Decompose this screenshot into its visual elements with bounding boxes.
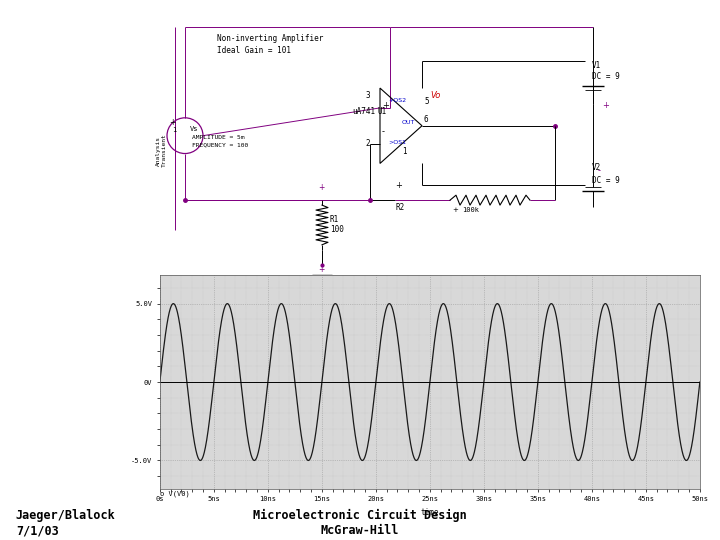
Text: +: +: [602, 101, 609, 110]
Text: >OS1: >OS1: [388, 140, 406, 145]
Text: Transient: Transient: [162, 134, 167, 167]
Text: -: -: [598, 166, 601, 176]
Text: 1: 1: [172, 127, 176, 133]
Text: FREQUENCY = 100: FREQUENCY = 100: [192, 143, 248, 147]
X-axis label: time: time: [420, 508, 439, 517]
Text: Non-inverting Amplifier: Non-inverting Amplifier: [217, 35, 323, 43]
Text: 5: 5: [424, 97, 428, 106]
Text: 0: 0: [324, 284, 328, 293]
Text: V1: V1: [592, 61, 601, 70]
Text: DC = 9: DC = 9: [592, 72, 620, 81]
Text: R1: R1: [330, 215, 339, 224]
Text: 1: 1: [402, 146, 407, 156]
Text: AMPLITUDE = 5m: AMPLITUDE = 5m: [192, 134, 245, 140]
Text: +: +: [169, 118, 176, 127]
Text: 6: 6: [424, 115, 428, 124]
Text: +OS2: +OS2: [388, 98, 406, 103]
Text: o V(V0): o V(V0): [160, 490, 189, 497]
Text: Vo: Vo: [430, 91, 441, 100]
Text: +: +: [318, 265, 325, 274]
Text: Microelectronic Circuit Design
McGraw-Hill: Microelectronic Circuit Design McGraw-Hi…: [253, 509, 467, 537]
Text: OUT: OUT: [402, 120, 415, 125]
Text: 100k: 100k: [462, 207, 479, 213]
Text: -: -: [382, 127, 385, 136]
Text: Analysis: Analysis: [156, 136, 161, 166]
Text: 100: 100: [330, 225, 344, 234]
Text: +: +: [395, 181, 402, 190]
Text: uA741: uA741: [352, 107, 375, 116]
Text: V2: V2: [592, 164, 601, 172]
Text: Vs: Vs: [190, 126, 199, 132]
Text: +: +: [318, 183, 325, 192]
Text: +: +: [382, 101, 389, 110]
Text: R2: R2: [395, 203, 404, 212]
Text: +: +: [452, 207, 458, 213]
Text: DC = 9: DC = 9: [592, 176, 620, 185]
Text: 2: 2: [365, 139, 369, 147]
Text: Jaeger/Blalock
7/1/03: Jaeger/Blalock 7/1/03: [16, 509, 116, 537]
Text: U1: U1: [378, 107, 387, 116]
Text: Ideal Gain = 101: Ideal Gain = 101: [217, 46, 291, 55]
Text: 3: 3: [365, 91, 369, 100]
